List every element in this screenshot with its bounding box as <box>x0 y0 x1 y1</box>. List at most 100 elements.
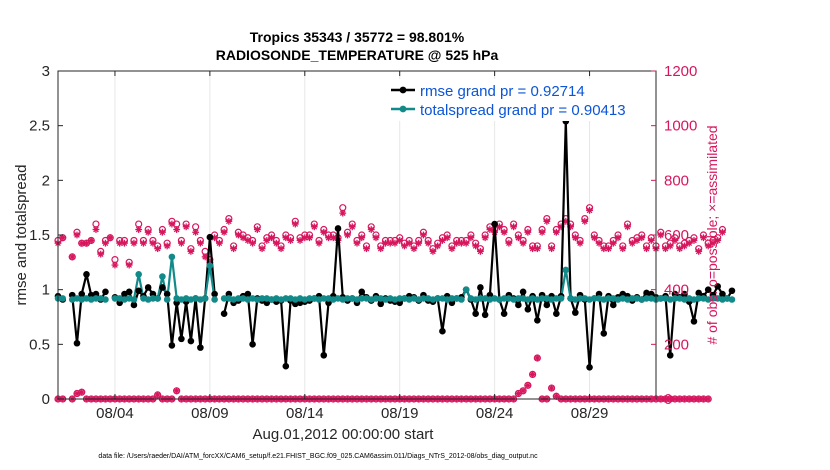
x-axis-label: Aug.01,2012 00:00:00 start <box>253 426 435 443</box>
obs-low-assimilated-point <box>704 395 712 403</box>
obs-assim-stroke <box>615 234 621 241</box>
rmse-point <box>704 286 712 293</box>
rmse-point <box>168 342 176 349</box>
obs-assimilated-point <box>666 242 674 250</box>
obs-assimilated-point <box>344 231 351 239</box>
obs-assimilated-point <box>329 234 337 242</box>
spread-point <box>643 295 650 302</box>
series-markers <box>54 117 736 371</box>
rmse-point <box>500 310 508 318</box>
obs-assim-stroke <box>292 221 299 227</box>
obs-assim-stroke <box>112 262 118 268</box>
rmse-point <box>515 301 522 309</box>
obs-assim-stroke <box>344 232 351 238</box>
obs-assimilated-point <box>168 220 176 228</box>
obs-assim-stroke <box>529 371 536 378</box>
obs-assimilated-point <box>619 245 627 253</box>
obs-assimilated-point <box>662 245 669 253</box>
spread-point <box>111 295 119 302</box>
right-tick-label: 1200 <box>664 63 697 80</box>
obs-assimilated-point <box>230 245 238 253</box>
rmse-point <box>609 301 617 309</box>
spread-point <box>102 296 109 303</box>
obs-assim-stroke <box>624 223 631 230</box>
obs-assimilated-point <box>424 239 432 247</box>
rmse-point <box>519 288 527 296</box>
obs-assim-stroke <box>610 240 617 247</box>
obs-assimilated-point <box>182 223 190 231</box>
obs-assimilated-point <box>609 239 617 247</box>
obs-assimilated-point <box>624 223 631 231</box>
left-tick-label: 2.5 <box>29 118 50 135</box>
obs-assimilated-point <box>500 228 508 236</box>
obs-assim-stroke <box>197 240 204 247</box>
obs-assimilated-point <box>552 228 560 236</box>
spread-point <box>159 273 166 280</box>
rmse-point <box>163 290 171 298</box>
obs-assimilated-point <box>215 239 223 247</box>
obs-assim-stroke <box>710 240 716 247</box>
obs-assim-stroke <box>93 226 99 233</box>
rmse-point <box>534 316 541 324</box>
obs-assimilated-point <box>339 209 347 217</box>
obs-assimilated-point <box>78 239 86 247</box>
obs-assimilated-point <box>434 242 442 250</box>
obs-assim-stroke <box>691 237 697 244</box>
obs-assimilated-point <box>177 239 185 247</box>
obs-assim-stroke <box>282 234 289 241</box>
chart-subtitle: RADIOSONDE_TEMPERATURE @ 525 hPa <box>216 47 499 63</box>
obs-assim-stroke <box>363 245 370 252</box>
obs-assimilated-point <box>211 234 219 242</box>
obs-assim-stroke <box>392 240 398 247</box>
obs-assimilated-point <box>296 237 304 244</box>
obs-assim-stroke <box>88 237 95 244</box>
obs-assim-stroke <box>553 393 560 400</box>
obs-assim-stroke <box>544 218 550 225</box>
rmse-point <box>178 335 185 343</box>
obs-assim-stroke <box>382 240 389 247</box>
obs-assim-stroke <box>306 234 313 241</box>
rmse-point <box>78 290 86 298</box>
obs-assim-stroke <box>173 226 180 233</box>
obs-assim-stroke <box>487 226 493 233</box>
obs-assim-stroke <box>396 237 403 244</box>
obs-low-assimilated-point <box>173 387 181 395</box>
obs-assim-stroke <box>377 245 384 252</box>
obs-assimilated-point <box>377 245 385 253</box>
spread-point <box>562 266 570 274</box>
obs-assim-stroke <box>581 218 588 225</box>
obs-assim-stroke <box>401 243 408 249</box>
legend-spread-marker <box>399 105 407 113</box>
obs-assim-stroke <box>539 229 545 236</box>
obs-assim-stroke <box>705 243 712 249</box>
obs-assimilated-point <box>401 242 408 250</box>
spread-point <box>206 262 214 269</box>
obs-assim-stroke <box>648 237 655 244</box>
obs-assimilated-point <box>410 245 418 253</box>
obs-assim-stroke <box>458 240 465 247</box>
obs-assim-stroke <box>183 223 189 230</box>
left-tick-label: 0.5 <box>29 336 50 353</box>
obs-assim-stroke <box>525 229 531 236</box>
obs-assimilated-point <box>439 237 446 244</box>
spread-point <box>420 295 427 302</box>
obs-assim-stroke <box>634 237 640 244</box>
rmse-point <box>553 310 560 318</box>
rmse-point <box>83 271 90 278</box>
legend-rmse-label: rmse grand pr = 0.92714 <box>420 83 585 100</box>
obs-assimilated-point <box>135 226 143 233</box>
spread-point <box>130 296 138 303</box>
obs-assim-stroke <box>591 234 598 241</box>
right-tick-label: 800 <box>664 172 689 189</box>
obs-assim-stroke <box>529 245 536 252</box>
obs-assimilated-point <box>481 234 489 242</box>
obs-low-assimilated-point <box>154 391 162 399</box>
obs-assim-stroke <box>700 234 707 241</box>
obs-assimilated-point <box>111 261 119 269</box>
rmse-point <box>282 362 290 370</box>
obs-assim-stroke <box>695 248 702 255</box>
obs-assimilated-point <box>581 217 589 225</box>
rmse-point <box>197 344 204 351</box>
obs-assimilated-point <box>253 226 261 233</box>
obs-assimilated-point <box>234 231 242 239</box>
